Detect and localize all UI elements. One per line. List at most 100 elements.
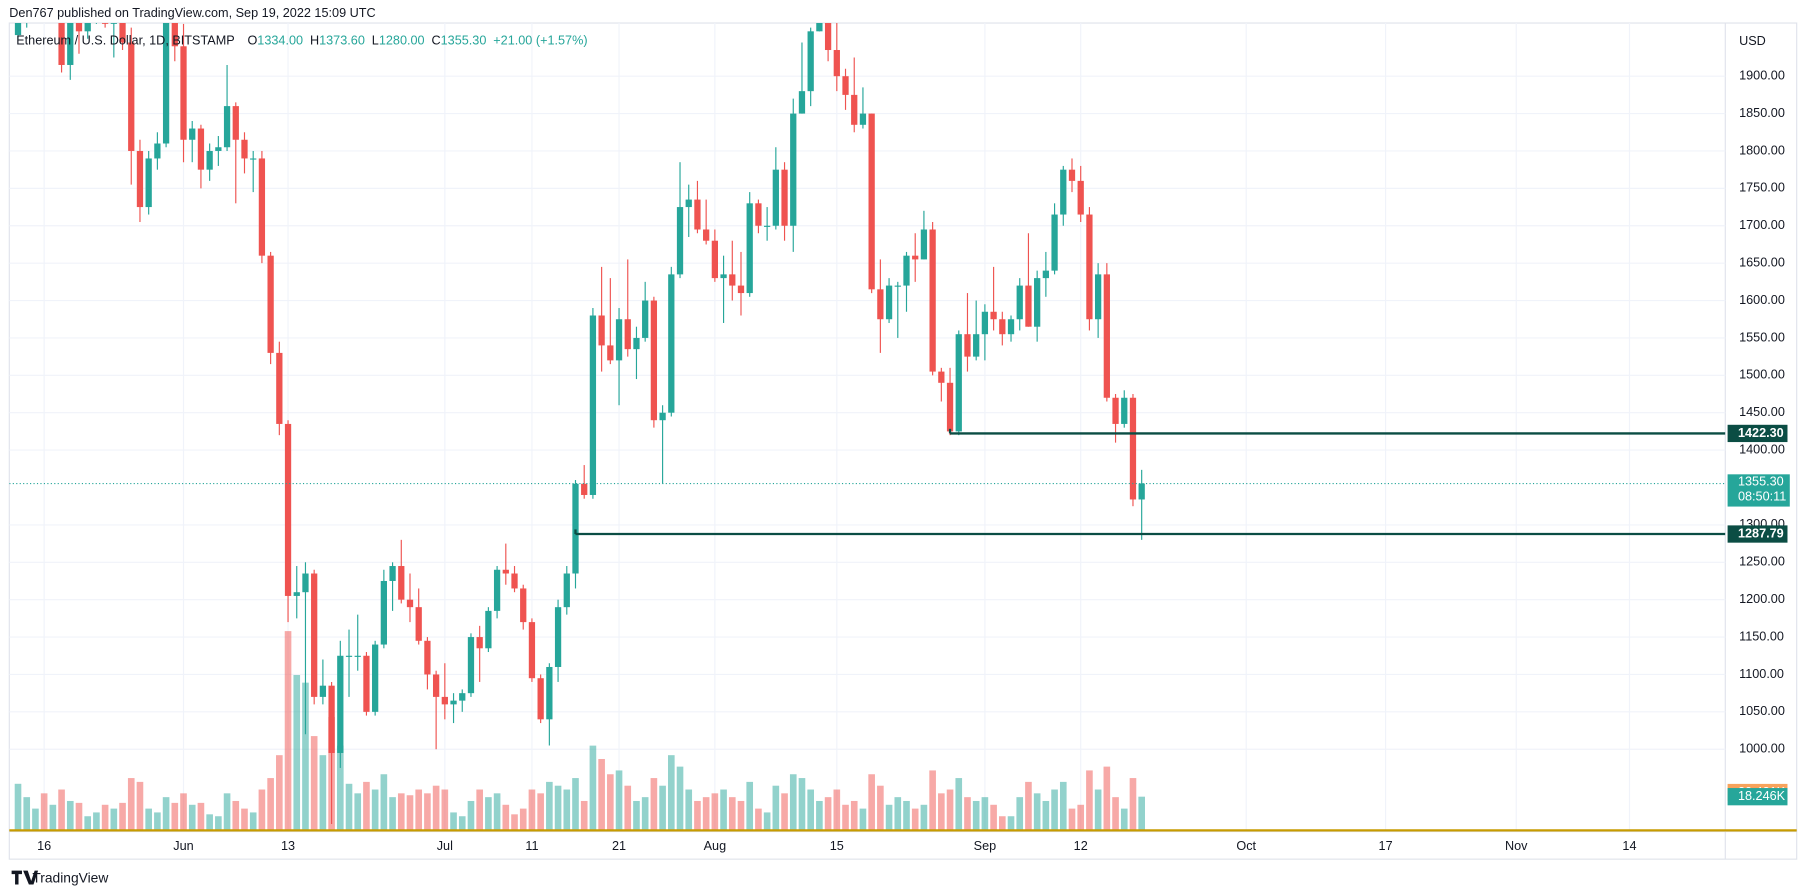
candle-body (903, 255, 910, 286)
y-tick-label: 1100.00 (1739, 667, 1784, 681)
candle-body (459, 693, 466, 701)
y-tick-label: 1600.00 (1739, 293, 1785, 307)
volume-bar (154, 812, 161, 832)
candle-body (955, 334, 962, 432)
legend-key: L (372, 34, 379, 48)
candle-body (406, 599, 414, 608)
candle-body (1121, 397, 1128, 424)
volume-bar (580, 800, 588, 832)
volume-bar (371, 789, 379, 832)
volume-bar (267, 778, 274, 832)
candle-body (703, 229, 710, 241)
volume-bar (972, 800, 980, 832)
volume-bar (363, 781, 370, 832)
candle-body (1051, 214, 1058, 271)
volume-bar (415, 789, 423, 832)
y-tick-label: 1000.00 (1739, 742, 1785, 756)
x-tick-label: 21 (612, 839, 626, 853)
volume-bar (1094, 789, 1102, 832)
volume-bar (1016, 797, 1024, 832)
candle-body (746, 203, 753, 294)
volume-bar (1120, 808, 1128, 832)
volume-bar (258, 789, 266, 832)
volume-bar (1025, 781, 1032, 832)
volume-layer (14, 631, 1145, 832)
volume-bar (807, 789, 814, 832)
candle-body (772, 169, 779, 226)
candle-body (537, 678, 544, 720)
volume-bar (206, 814, 213, 832)
candle-body (581, 483, 588, 495)
x-tick-label: Nov (1505, 839, 1528, 853)
volume-bar (728, 797, 736, 832)
candle-body (511, 573, 518, 589)
candle-body (1007, 319, 1015, 335)
volume-bar (772, 785, 780, 832)
candle-body (337, 655, 344, 753)
candle-body (851, 94, 858, 125)
candle-body (1060, 169, 1067, 215)
candle-body (990, 311, 997, 320)
candle-body (676, 207, 684, 275)
candle-body (354, 655, 361, 657)
y-tick-label: 1750.00 (1739, 181, 1785, 195)
candle-body (729, 274, 736, 286)
candle-body (1112, 397, 1119, 424)
volume-bar (23, 797, 31, 832)
candle-body (563, 573, 570, 608)
volume-bar (720, 789, 727, 832)
volume-bar (1042, 800, 1050, 832)
volume-bar (1007, 816, 1015, 832)
candle-body (694, 199, 701, 230)
candle-body (319, 685, 327, 697)
volume-value-label: 18.246K (1738, 789, 1786, 803)
volume-bar (929, 770, 936, 832)
candle-body (546, 666, 553, 720)
x-tick-label: 13 (281, 839, 295, 853)
candle-body (1042, 270, 1050, 279)
candle-body (1034, 278, 1041, 327)
volume-bar (284, 631, 292, 832)
volume-bar (607, 774, 614, 832)
chart-frame (8, 22, 1798, 860)
volume-bar (66, 800, 74, 832)
volume-bar (424, 793, 431, 832)
x-tick-label: 14 (1622, 839, 1636, 853)
last-price-box (1727, 474, 1790, 507)
candle-body (128, 42, 135, 151)
candle-body (920, 229, 928, 260)
candle-body (642, 300, 649, 338)
volume-bar (737, 800, 745, 832)
candle-body (824, 23, 832, 51)
volume-bar (938, 793, 945, 832)
volume-bar (336, 745, 344, 832)
volume-bar (615, 770, 623, 832)
volume-bar (49, 804, 57, 832)
candle-body (946, 382, 954, 432)
volume-bar (1068, 808, 1076, 832)
volume-bar (868, 774, 875, 832)
y-tick-label: 1800.00 (1739, 143, 1785, 157)
volume-bar (127, 778, 135, 832)
candle-body (763, 225, 771, 227)
candle-body (650, 300, 658, 421)
level-label: 1287.79 (1738, 526, 1784, 540)
candle-body (720, 274, 727, 279)
volume-bar (694, 800, 701, 832)
y-tick-label: 1900.00 (1739, 69, 1785, 83)
volume-bar (485, 797, 492, 832)
volume-bar (816, 800, 823, 832)
volume-bar (119, 802, 126, 832)
volume-bar (458, 816, 466, 832)
candle-body (476, 637, 483, 649)
volume-bar (215, 816, 222, 832)
y-tick-label: 1050.00 (1739, 704, 1785, 718)
candle-body (781, 169, 788, 226)
volume-bar (798, 778, 806, 832)
candle-body (816, 23, 823, 32)
volume-bar (241, 808, 248, 832)
grid (9, 23, 1726, 832)
legend-key: C (431, 34, 440, 48)
candle-body (833, 50, 840, 77)
